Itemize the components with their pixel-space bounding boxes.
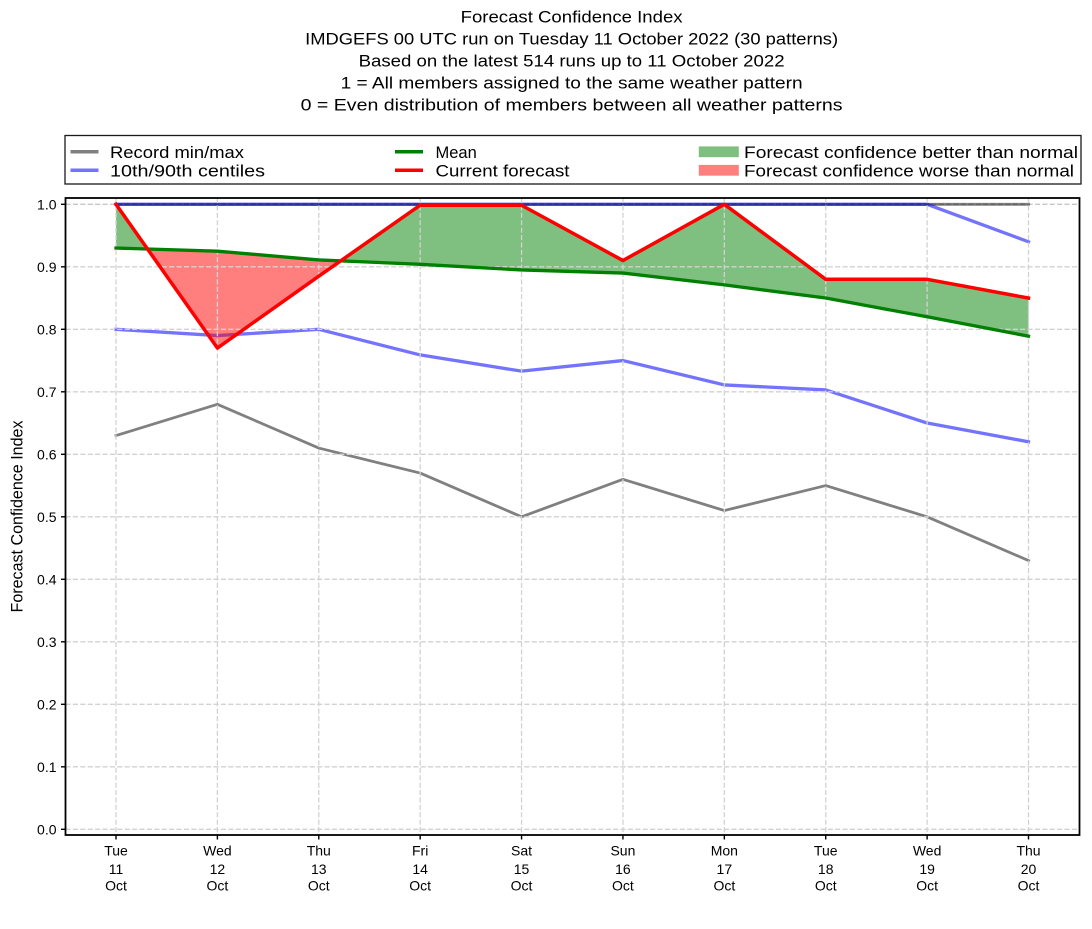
- svg-text:15: 15: [514, 861, 530, 877]
- svg-text:Wed: Wed: [913, 843, 942, 859]
- svg-text:13: 13: [311, 861, 327, 877]
- svg-text:0.3: 0.3: [37, 634, 57, 650]
- svg-text:Forecast Confidence Index: Forecast Confidence Index: [8, 420, 26, 613]
- svg-text:Thu: Thu: [1016, 843, 1040, 859]
- svg-text:Oct: Oct: [612, 878, 634, 894]
- svg-text:Oct: Oct: [916, 878, 938, 894]
- svg-text:Oct: Oct: [409, 878, 431, 894]
- svg-text:Wed: Wed: [203, 843, 232, 859]
- svg-text:Tue: Tue: [104, 843, 128, 859]
- svg-text:20: 20: [1021, 861, 1037, 877]
- svg-text:Sat: Sat: [511, 843, 532, 859]
- svg-text:1.0: 1.0: [37, 196, 57, 212]
- svg-text:0.0: 0.0: [37, 821, 57, 837]
- svg-text:0.2: 0.2: [37, 696, 57, 712]
- svg-text:Forecast Confidence Index: Forecast Confidence Index: [461, 8, 684, 26]
- svg-text:0.6: 0.6: [37, 446, 57, 462]
- svg-text:11: 11: [109, 861, 124, 877]
- svg-text:Thu: Thu: [307, 843, 331, 859]
- svg-text:Forecast confidence worse than: Forecast confidence worse than normal: [744, 162, 1074, 180]
- svg-text:0.4: 0.4: [37, 571, 57, 587]
- svg-text:Tue: Tue: [814, 843, 838, 859]
- svg-text:0.7: 0.7: [37, 384, 57, 400]
- svg-text:0.1: 0.1: [37, 759, 57, 775]
- svg-text:0.9: 0.9: [37, 259, 57, 275]
- svg-text:Mean: Mean: [436, 144, 477, 162]
- svg-text:Oct: Oct: [308, 878, 330, 894]
- svg-text:Oct: Oct: [511, 878, 533, 894]
- svg-text:0.8: 0.8: [37, 321, 57, 337]
- svg-text:Fri: Fri: [412, 843, 428, 859]
- svg-text:Oct: Oct: [105, 878, 127, 894]
- svg-text:12: 12: [210, 861, 226, 877]
- svg-text:10th/90th centiles: 10th/90th centiles: [110, 162, 265, 180]
- svg-text:Forecast confidence better tha: Forecast confidence better than normal: [744, 144, 1078, 162]
- svg-text:17: 17: [717, 861, 733, 877]
- svg-text:Oct: Oct: [713, 878, 735, 894]
- svg-text:IMDGEFS 00 UTC run on Tuesday: IMDGEFS 00 UTC run on Tuesday 11 October…: [305, 30, 838, 48]
- svg-text:1 = All members assigned to th: 1 = All members assigned to the same wea…: [341, 75, 803, 93]
- svg-text:Oct: Oct: [815, 878, 837, 894]
- svg-text:Mon: Mon: [711, 843, 738, 859]
- svg-text:14: 14: [412, 861, 428, 877]
- svg-text:Sun: Sun: [610, 843, 635, 859]
- svg-text:16: 16: [615, 861, 631, 877]
- svg-text:Current forecast: Current forecast: [436, 162, 570, 180]
- svg-text:18: 18: [818, 861, 834, 877]
- svg-text:Record min/max: Record min/max: [110, 144, 245, 162]
- svg-text:0 = Even distribution of membe: 0 = Even distribution of members between…: [301, 97, 843, 115]
- svg-text:Oct: Oct: [206, 878, 228, 894]
- svg-text:Based on the latest 514 runs u: Based on the latest 514 runs up to 11 Oc…: [359, 53, 785, 71]
- svg-text:Oct: Oct: [1018, 878, 1040, 894]
- svg-text:19: 19: [919, 861, 935, 877]
- svg-text:0.5: 0.5: [37, 509, 57, 525]
